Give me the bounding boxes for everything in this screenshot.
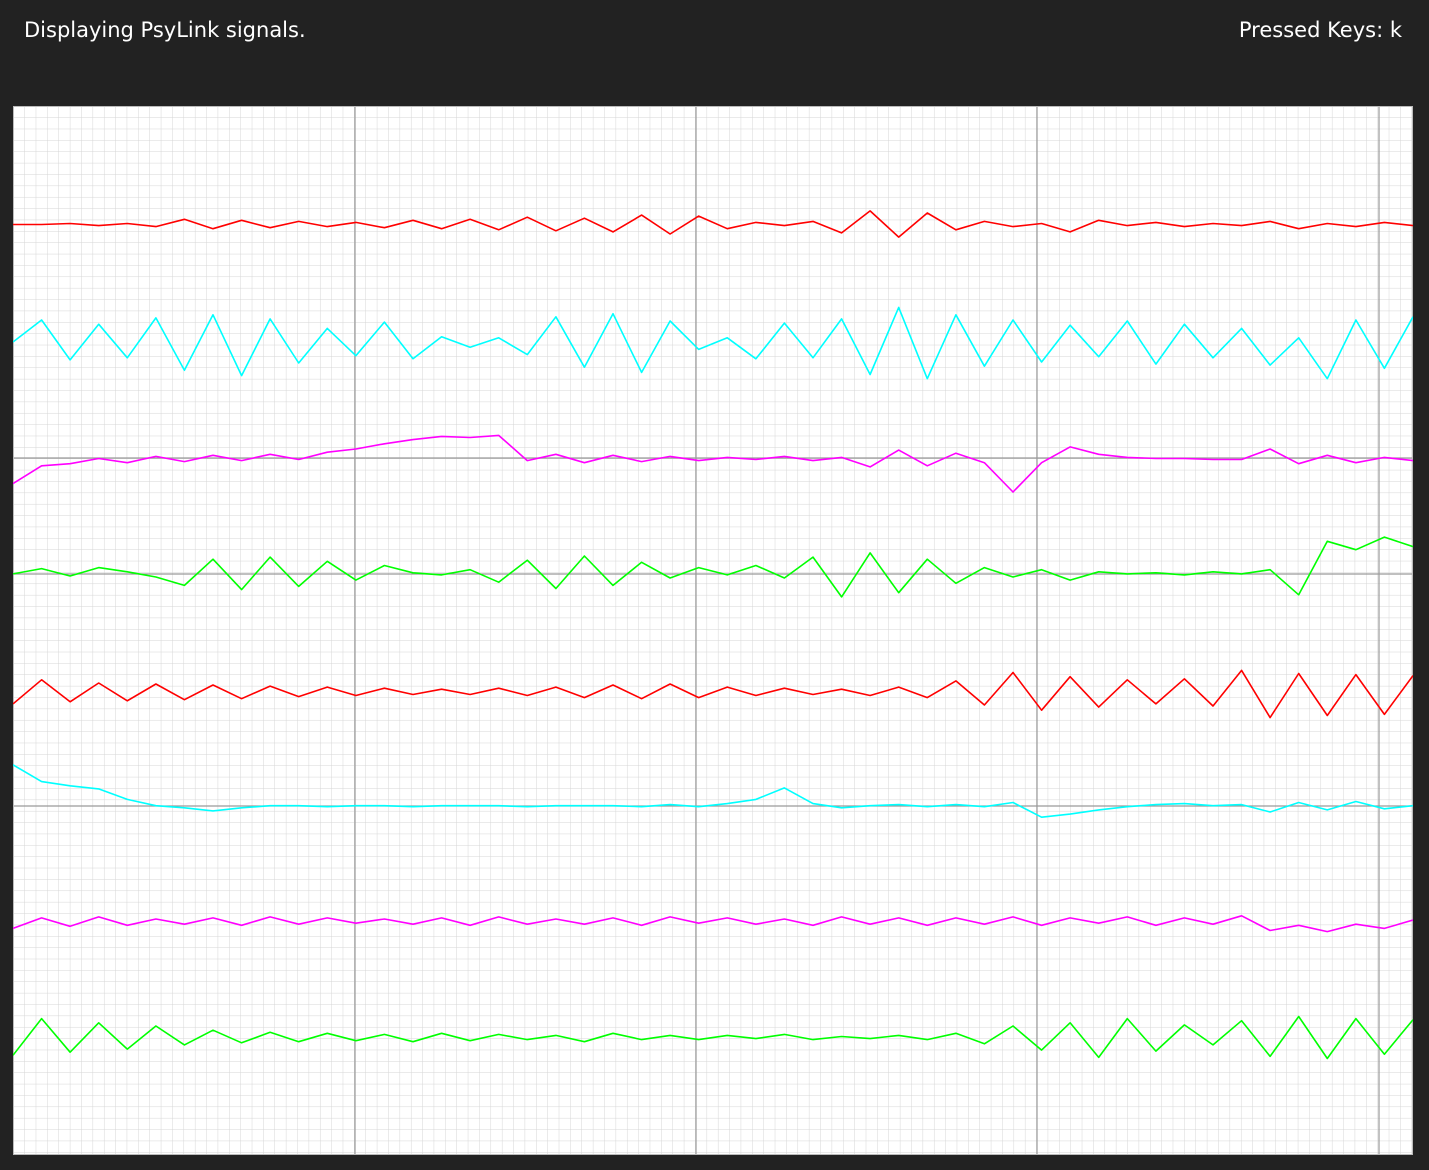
signal-trace [13, 1015, 1413, 1060]
plot-border [13, 106, 1413, 1155]
pressed-keys: Pressed Keys: k [1238, 18, 1402, 42]
signal-trace [13, 536, 1413, 598]
signal-trace [13, 764, 1413, 818]
signal-trace [13, 669, 1413, 719]
signal-trace [13, 915, 1413, 933]
signal-trace [13, 306, 1413, 380]
signal-trace [13, 210, 1413, 238]
traces [13, 210, 1413, 1060]
minor-grid [13, 106, 1413, 1155]
header-bar: Displaying PsyLink signals. Pressed Keys… [0, 0, 1429, 100]
status-text: Displaying PsyLink signals. [24, 18, 306, 42]
signal-trace [13, 434, 1413, 493]
signal-plot [13, 106, 1413, 1155]
